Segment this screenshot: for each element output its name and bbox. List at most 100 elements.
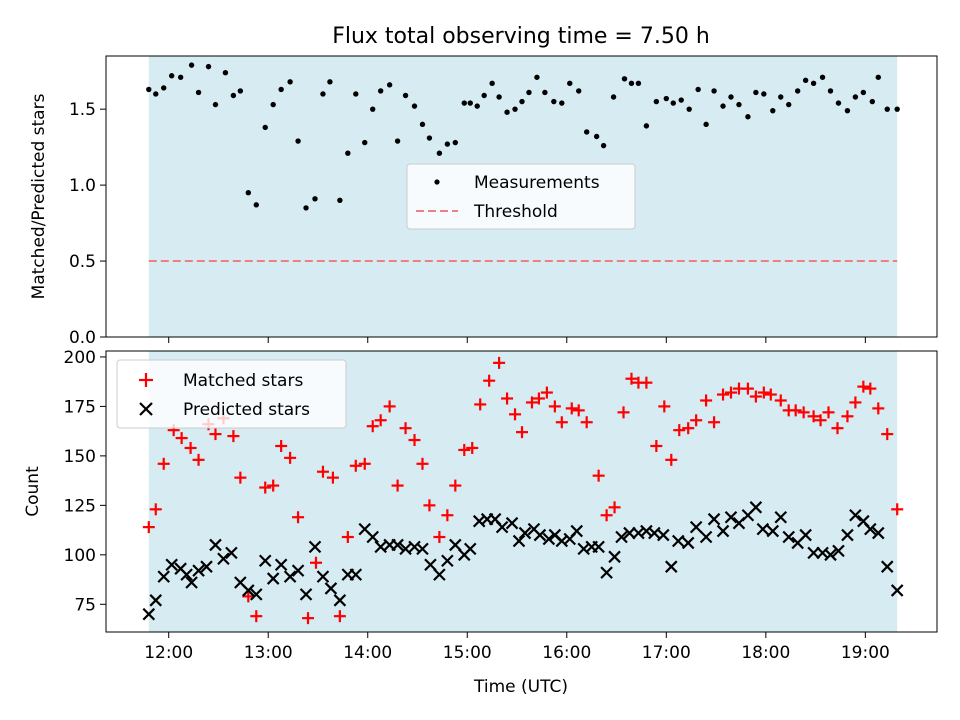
predicted-star-point — [299, 588, 313, 601]
measurement-point — [212, 101, 219, 108]
predicted-star-point — [533, 528, 547, 542]
top-panel: 0.0 0.5 1.0 1.5 Matched/Predicted stars Mea… — [29, 55, 938, 348]
measurement-point — [542, 89, 548, 96]
matched-star-point — [807, 410, 820, 423]
matched-star-point — [175, 432, 188, 445]
matched-star-point — [259, 481, 272, 494]
predicted-star-point — [349, 568, 363, 581]
measurement-point — [436, 150, 443, 156]
matched-star-point — [592, 469, 605, 482]
predicted-star-point — [449, 538, 462, 552]
predicted-star-point — [807, 546, 820, 560]
measurement-point — [559, 100, 565, 106]
measurement-point — [576, 88, 582, 94]
matched-star-point — [814, 414, 827, 427]
predicted-star-point — [308, 540, 322, 554]
measurement-point — [610, 94, 617, 100]
predicted-star-point — [165, 558, 178, 571]
measurement-point — [474, 103, 480, 109]
top-y-axis-label: Matched/Predicted stars — [29, 93, 49, 299]
top-legend-box — [406, 163, 636, 230]
predicted-star-point — [872, 526, 885, 540]
matched-star-point — [474, 398, 487, 411]
predicted-star-point — [615, 530, 628, 544]
matched-star-point — [302, 612, 315, 625]
matched-star-point — [741, 382, 754, 395]
top-y-tick-label: 1.5 — [69, 100, 96, 120]
predicted-star-point — [225, 546, 238, 560]
legend-measurements-marker — [434, 179, 440, 185]
matched-star-point — [423, 499, 436, 512]
predicted-star-point — [441, 554, 454, 568]
matched-star-point — [149, 503, 162, 516]
matched-stars-points — [142, 356, 904, 625]
measurement-point — [635, 80, 642, 87]
measurement-point — [303, 205, 309, 211]
matched-star-point — [275, 439, 288, 452]
measurement-point — [230, 92, 237, 99]
legend-matched-marker — [139, 373, 153, 387]
matched-star-point — [658, 400, 671, 413]
predicted-star-point — [366, 530, 379, 544]
bottom-y-tick-label: 75 — [74, 595, 96, 615]
predicted-star-point — [864, 522, 877, 536]
matched-star-point — [284, 451, 297, 464]
matched-star-point — [891, 503, 904, 516]
measurement-point — [426, 135, 433, 141]
measurement-point — [337, 197, 343, 203]
matched-star-point — [157, 457, 170, 470]
matched-star-point — [326, 471, 339, 484]
bottom-x-tick-label: 13:00 — [244, 643, 293, 663]
matched-star-point — [227, 430, 240, 443]
predicted-star-point — [333, 594, 347, 607]
matched-star-point — [849, 396, 862, 409]
measurement-point — [695, 86, 701, 93]
measurement-point — [262, 124, 268, 131]
measurement-point — [884, 106, 890, 112]
measurement-point — [786, 101, 792, 108]
measurement-point — [728, 94, 734, 100]
measurement-point — [481, 92, 487, 99]
bottom-y-tick-label: 100 — [64, 546, 96, 566]
predicted-star-point — [542, 532, 556, 546]
legend-measurements-label: Measurements — [474, 173, 600, 193]
predicted-star-point — [608, 550, 621, 564]
predicted-star-point — [180, 568, 193, 581]
top-y-tick-label: 0.0 — [69, 328, 96, 348]
measurement-point — [720, 103, 726, 109]
matched-star-point — [822, 406, 835, 419]
matched-star-point — [864, 382, 877, 395]
matched-star-point — [391, 479, 404, 492]
bottom-x-tick-label: 18:00 — [741, 643, 790, 663]
measurement-point — [370, 106, 376, 112]
measurement-point — [253, 202, 259, 208]
predicted-star-point — [832, 544, 845, 558]
measurement-point — [444, 141, 451, 147]
matched-star-point — [493, 356, 506, 369]
measurement-point — [327, 79, 333, 85]
predicted-star-point — [707, 512, 721, 526]
measurement-point — [551, 98, 557, 105]
measurement-point — [736, 101, 742, 108]
measurement-point — [844, 107, 851, 114]
matched-star-point — [532, 392, 545, 405]
top-y-tick-label: 1.0 — [69, 176, 96, 196]
predicted-star-point — [671, 534, 685, 548]
matched-star-point — [483, 374, 496, 387]
measurement-point — [295, 138, 301, 144]
measurement-point — [452, 139, 459, 146]
predicted-stars-points — [142, 501, 904, 621]
measurement-point — [146, 86, 152, 93]
matched-star-point — [682, 422, 695, 435]
measurement-point — [402, 92, 409, 99]
measurement-point — [411, 103, 418, 109]
predicted-star-point — [274, 558, 288, 571]
measurement-point — [678, 97, 684, 103]
predicted-star-point — [689, 520, 703, 534]
predicted-star-point — [665, 560, 678, 573]
bottom-y-tick-label: 200 — [64, 348, 96, 368]
measurement-point — [245, 190, 252, 196]
predicted-star-point — [600, 566, 613, 579]
bottom-x-axis: 12:00 13:00 14:00 15:00 16:00 17:00 18:00 19:00 — [144, 632, 890, 663]
